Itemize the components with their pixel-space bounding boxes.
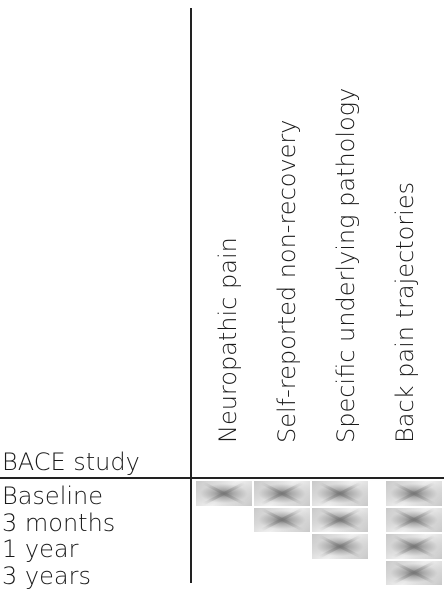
- study-title: BACE study: [2, 448, 140, 476]
- column-header-specific-underlying-pathology: Specific underlying pathology: [332, 87, 360, 443]
- row-label-3-months: 3 months: [2, 508, 116, 537]
- row-label-3-years: 3 years: [2, 561, 91, 590]
- assessment-cell: [386, 507, 442, 532]
- assessment-cell: [386, 534, 442, 559]
- assessment-cell: [386, 560, 442, 585]
- row-label-baseline: Baseline: [2, 482, 104, 510]
- column-header-back-pain-trajectories: Back pain trajectories: [391, 181, 419, 443]
- column-header-neuropathic-pain: Neuropathic pain: [214, 237, 242, 443]
- assessment-cell: [312, 534, 368, 559]
- column-header-self-reported-non-recovery: Self-reported non-recovery: [273, 119, 301, 444]
- assessment-cell: [254, 481, 310, 506]
- row-label-1-year: 1 year: [2, 535, 79, 563]
- assessment-cell: [312, 481, 368, 506]
- assessment-cell: [196, 481, 252, 506]
- vertical-divider: [190, 8, 192, 583]
- assessment-cell: [312, 507, 368, 532]
- assessment-cell: [386, 481, 442, 506]
- assessment-cell: [254, 507, 310, 532]
- horizontal-divider: [0, 477, 444, 479]
